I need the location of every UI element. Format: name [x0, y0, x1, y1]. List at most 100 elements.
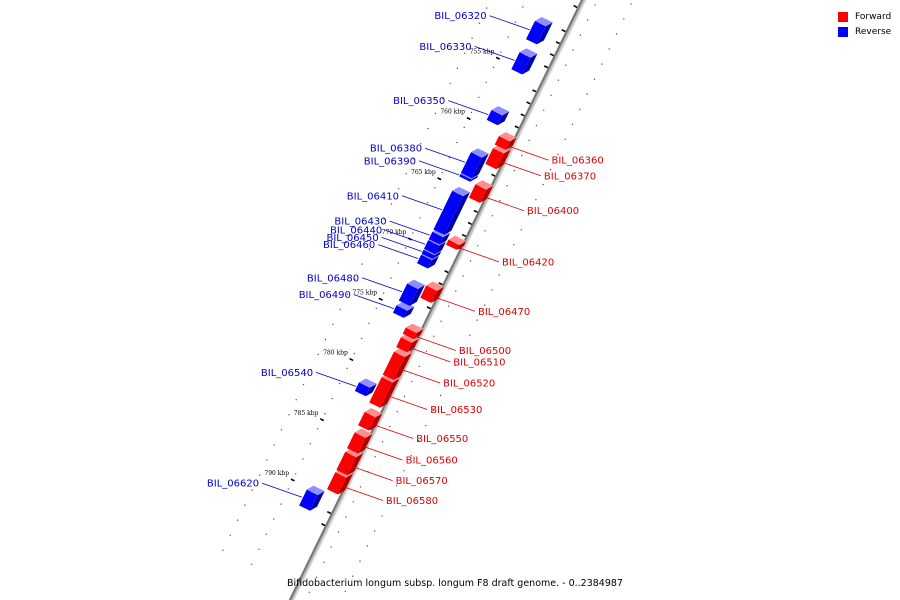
gene-label[interactable]: BIL_06460 [323, 240, 375, 251]
guide-dot [398, 188, 400, 190]
gene-label[interactable]: BIL_06450 [326, 233, 378, 244]
gene-body [417, 254, 432, 269]
guide-dot [354, 278, 356, 280]
gene-bil-06480[interactable]: BIL_06480 [307, 273, 425, 306]
gene-label[interactable]: BIL_06510 [453, 357, 505, 368]
gene-bil-06520[interactable]: BIL_06520 [382, 347, 496, 390]
label-leader [352, 466, 393, 481]
guide-dot [412, 158, 415, 160]
guide-dot [601, 63, 603, 65]
gene-label[interactable]: BIL_06390 [364, 156, 416, 167]
guide-dot [382, 292, 385, 294]
guide-dot [506, 185, 508, 187]
label-leader [415, 336, 457, 351]
guide-dot [557, 153, 559, 156]
gene-body [327, 472, 347, 495]
label-leader [261, 482, 303, 498]
label-leader [387, 395, 428, 410]
guide-dot [425, 424, 427, 427]
gene-label[interactable]: BIL_06410 [347, 191, 399, 202]
guide-dot [417, 439, 420, 442]
gene-bil-06410[interactable]: BIL_06410 [347, 187, 470, 235]
gene-bil-06460[interactable]: BIL_06460 [323, 240, 439, 269]
gene-side [497, 111, 510, 126]
gene-bil-06570[interactable]: BIL_06570 [336, 447, 448, 487]
minor-tick [473, 209, 478, 213]
guide-dot [454, 364, 456, 366]
gene-label[interactable]: BIL_06560 [406, 456, 458, 467]
label-leader [424, 147, 466, 163]
gene-bil-06490[interactable]: BIL_06490 [299, 290, 415, 318]
gene-label[interactable]: BIL_06480 [307, 273, 359, 284]
guide-dot [535, 124, 538, 127]
gene-label[interactable]: BIL_06530 [430, 405, 482, 416]
gene-top [498, 132, 517, 142]
minor-tick [520, 113, 525, 117]
gene-top [405, 323, 424, 333]
gene-label[interactable]: BIL_06440 [330, 226, 382, 237]
gene-body [420, 285, 437, 303]
guide-dot [308, 591, 310, 593]
guide-dot [410, 455, 412, 457]
guide-dot [346, 367, 348, 370]
guide-dot [543, 109, 545, 112]
gene-label[interactable]: BIL_06520 [443, 379, 495, 390]
gene-bil-06420[interactable]: BIL_06420 [446, 235, 554, 269]
gene-body [459, 174, 472, 182]
gene-bil-06350[interactable]: BIL_06350 [393, 96, 510, 126]
guide-dot [339, 308, 341, 310]
major-tick [495, 56, 501, 60]
gene-bil-06500[interactable]: BIL_06500 [402, 323, 511, 357]
guide-dot [388, 500, 390, 502]
gene-bil-06380[interactable]: BIL_06380 [370, 144, 489, 179]
gene-label[interactable]: BIL_06360 [552, 156, 604, 167]
guide-dot [352, 501, 354, 503]
guide-dot [470, 111, 473, 114]
minor-tick [491, 173, 496, 177]
gene-bil-06620[interactable]: BIL_06620 [207, 479, 325, 511]
gene-label[interactable]: BIL_06570 [396, 476, 448, 487]
gene-label[interactable]: BIL_06370 [544, 171, 596, 182]
guide-dot [381, 515, 383, 517]
gene-bil-06370[interactable]: BIL_06370 [485, 144, 596, 182]
gene-label[interactable]: BIL_06400 [527, 206, 579, 217]
gene-label[interactable]: BIL_06350 [393, 96, 445, 107]
minor-tick [532, 89, 537, 93]
gene-top [534, 17, 553, 27]
label-leader [385, 229, 426, 245]
gene-top [359, 378, 377, 388]
gene-bil-06580[interactable]: BIL_06580 [327, 468, 438, 507]
gene-label[interactable]: BIL_06620 [207, 479, 259, 490]
gene-side [347, 453, 364, 476]
minor-tick [549, 53, 555, 57]
guide-dot [615, 33, 618, 35]
gene-bil-06540[interactable]: BIL_06540 [261, 368, 377, 397]
guide-dot [579, 34, 582, 36]
gene-body [421, 250, 435, 259]
guide-dot [593, 78, 596, 80]
gene-label[interactable]: BIL_06380 [370, 144, 422, 155]
gene-label[interactable]: BIL_06500 [459, 346, 511, 357]
guide-dot [462, 275, 464, 277]
gene-label[interactable]: BIL_06320 [434, 11, 486, 22]
guide-dot [447, 305, 450, 307]
gene-label[interactable]: BIL_06420 [502, 257, 554, 268]
gene-bil-06330[interactable]: BIL_06330 [419, 42, 538, 75]
gene-bil-06550[interactable]: BIL_06550 [358, 408, 468, 445]
gene-label[interactable]: BIL_06580 [386, 496, 438, 507]
gene-label[interactable]: BIL_06490 [299, 290, 351, 301]
guide-dot [258, 548, 260, 550]
gene-top [401, 333, 419, 343]
gene-label[interactable]: BIL_06550 [416, 434, 468, 445]
gene-bil-06560[interactable]: BIL_06560 [347, 428, 458, 467]
gene-label[interactable]: BIL_06470 [478, 307, 530, 318]
gene-label[interactable]: BIL_06540 [261, 368, 313, 379]
gene-bil-06400[interactable]: BIL_06400 [469, 180, 579, 217]
gene-label[interactable]: BIL_06330 [419, 42, 471, 53]
gene-bil-06320[interactable]: BIL_06320 [434, 11, 553, 45]
gene-label[interactable]: BIL_06430 [334, 217, 386, 228]
gene-bil-06510[interactable]: BIL_06510 [396, 333, 506, 368]
guide-dot [513, 169, 516, 172]
gene-bil-06470[interactable]: BIL_06470 [420, 281, 530, 318]
gene-bil-06360[interactable]: BIL_06360 [494, 132, 604, 167]
